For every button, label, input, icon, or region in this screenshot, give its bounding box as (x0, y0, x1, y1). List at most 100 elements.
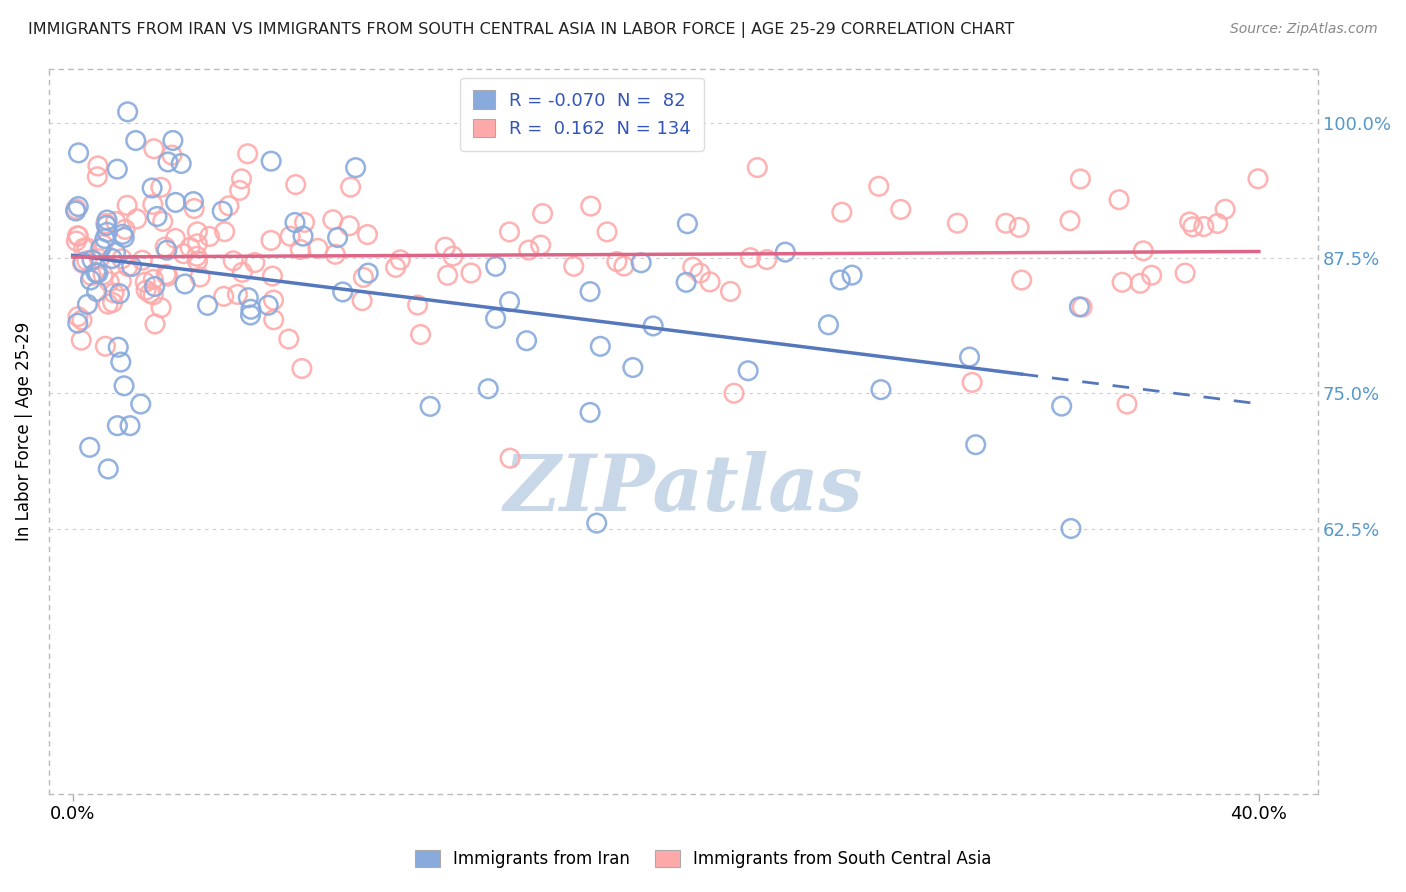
Point (1181, 219, 1204, 234)
Point (112, 379, 135, 393)
Point (817, 318, 839, 332)
Point (1174, 266, 1197, 280)
Point (67, 145, 90, 160)
Point (65, 204, 87, 219)
Point (101, 252, 124, 266)
Point (260, 154, 283, 169)
Point (141, 181, 163, 195)
Text: IMMIGRANTS FROM IRAN VS IMMIGRANTS FROM SOUTH CENTRAL ASIA IN LABOR FORCE | AGE : IMMIGRANTS FROM IRAN VS IMMIGRANTS FROM … (28, 22, 1015, 38)
Point (80, 268, 103, 283)
Point (606, 254, 628, 268)
Point (389, 252, 412, 267)
Point (174, 277, 197, 291)
Point (841, 268, 863, 282)
Point (146, 210, 169, 224)
Point (1129, 277, 1152, 291)
Point (72, 256, 94, 270)
Point (737, 364, 759, 378)
Point (357, 266, 380, 280)
Point (959, 350, 981, 364)
Point (76, 253, 98, 268)
Point (165, 231, 187, 245)
Point (143, 317, 166, 331)
Point (65, 202, 87, 216)
Point (477, 382, 499, 396)
Point (1132, 244, 1154, 258)
Point (186, 254, 208, 268)
Point (111, 227, 134, 242)
Point (198, 229, 221, 244)
Point (517, 243, 540, 257)
Point (162, 133, 184, 147)
Point (263, 312, 285, 326)
Point (831, 205, 853, 219)
Point (1140, 268, 1163, 283)
Point (263, 293, 285, 307)
Point (96, 225, 118, 239)
Point (406, 298, 429, 312)
Point (103, 285, 125, 300)
Point (82, 252, 104, 267)
Point (72, 255, 94, 269)
Point (484, 311, 506, 326)
Point (156, 155, 179, 169)
Point (436, 268, 458, 283)
Legend: Immigrants from Iran, Immigrants from South Central Asia: Immigrants from Iran, Immigrants from So… (408, 843, 998, 875)
Point (294, 215, 316, 229)
Point (197, 298, 219, 312)
Point (76, 241, 98, 255)
Point (156, 269, 179, 284)
Point (291, 361, 314, 376)
Point (332, 285, 354, 299)
Point (1192, 219, 1215, 234)
Point (90, 241, 112, 255)
Point (723, 386, 745, 401)
Point (307, 241, 329, 255)
Point (131, 253, 153, 268)
Point (165, 195, 187, 210)
Point (160, 148, 183, 162)
Point (720, 285, 742, 299)
Point (562, 260, 585, 274)
Point (152, 214, 174, 228)
Point (226, 287, 249, 301)
Point (675, 276, 697, 290)
Point (682, 260, 704, 275)
Point (630, 256, 652, 270)
Point (419, 400, 441, 414)
Point (460, 266, 482, 280)
Point (498, 225, 520, 239)
Point (87, 159, 110, 173)
Point (689, 266, 711, 280)
Point (1050, 399, 1073, 413)
Point (1060, 521, 1083, 535)
Point (868, 179, 890, 194)
Point (257, 298, 280, 312)
Point (101, 295, 124, 310)
Point (94, 217, 117, 231)
Point (66, 228, 89, 243)
Point (91, 237, 114, 252)
Point (214, 225, 236, 239)
Point (284, 178, 307, 192)
Point (139, 286, 162, 301)
Point (186, 236, 208, 251)
Point (1116, 397, 1139, 411)
Point (125, 211, 148, 226)
Point (110, 355, 132, 369)
Point (596, 225, 619, 239)
Point (676, 217, 699, 231)
Point (110, 274, 132, 288)
Point (70, 313, 93, 327)
Point (589, 339, 612, 353)
Point (222, 253, 245, 268)
Point (1069, 172, 1091, 186)
Point (97, 462, 120, 476)
Point (153, 240, 176, 254)
Point (142, 142, 165, 156)
Point (579, 285, 602, 299)
Point (76, 297, 98, 311)
Point (143, 279, 166, 293)
Point (98, 275, 121, 289)
Point (1108, 193, 1130, 207)
